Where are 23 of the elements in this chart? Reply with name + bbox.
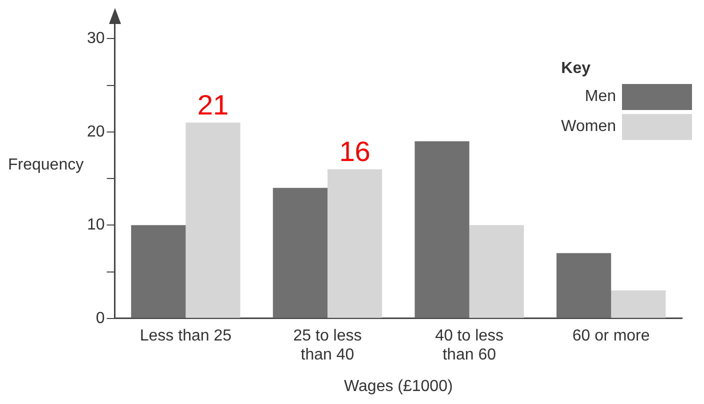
legend-label: Men	[584, 88, 616, 106]
data-label: 21	[197, 89, 229, 120]
legend-label: Women	[561, 118, 616, 136]
bar	[328, 169, 382, 318]
bar	[272, 188, 328, 318]
y-tick-label: 0	[96, 310, 105, 327]
x-tick-label: 40 to less than 60	[435, 327, 504, 364]
x-tick-label: 25 to less than 40	[293, 327, 362, 364]
x-tick-label: 60 or more	[572, 327, 650, 344]
y-tick-label: 10	[87, 216, 105, 234]
bar	[556, 253, 612, 318]
bar	[414, 141, 470, 318]
bar	[186, 122, 240, 318]
x-axis-title: Wages (£1000)	[344, 378, 453, 395]
bar	[611, 290, 666, 318]
y-tick-label: 20	[87, 123, 105, 140]
y-tick-label: 30	[87, 30, 105, 48]
y-axis-title: Frequency	[8, 156, 84, 174]
bar	[131, 225, 186, 318]
legend-title: Key	[561, 60, 592, 78]
data-label: 16	[339, 136, 370, 167]
bar	[469, 225, 524, 318]
x-tick-label: Less than 25	[140, 327, 232, 344]
